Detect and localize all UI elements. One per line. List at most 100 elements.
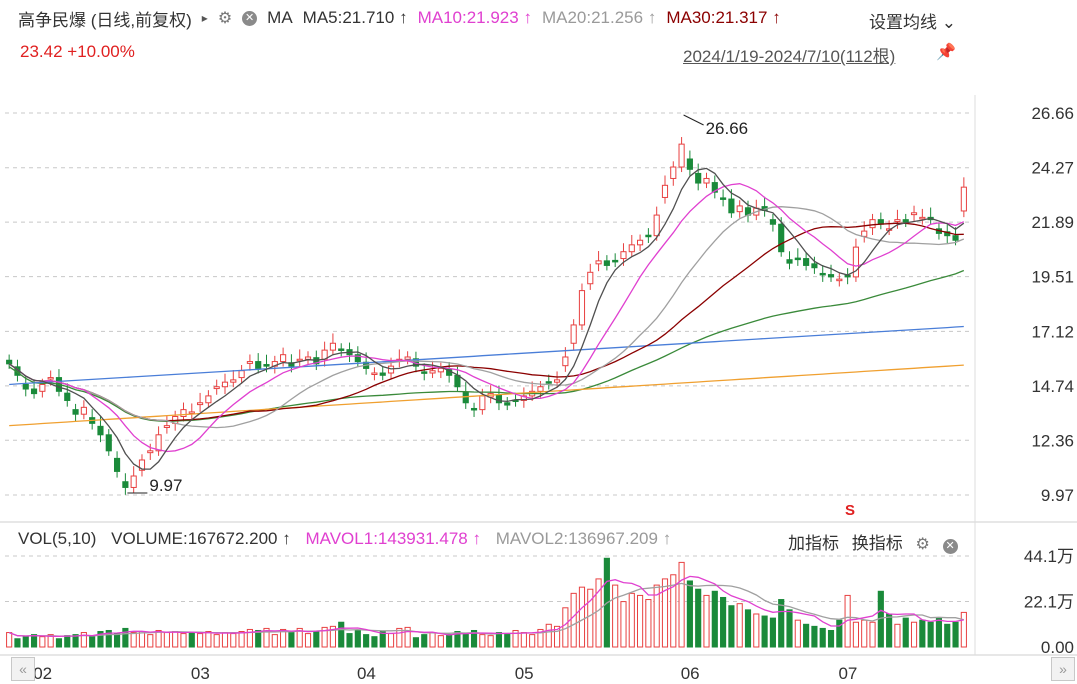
candle-body: [188, 411, 195, 414]
volume-bar: [421, 634, 428, 648]
gear-icon[interactable]: ⚙: [915, 536, 930, 553]
candle-body: [163, 425, 170, 428]
candle-body: [387, 365, 395, 374]
candle-body: [778, 223, 785, 253]
volume-bar: [744, 609, 752, 648]
candle-body: [803, 258, 810, 266]
candle-body: [504, 402, 511, 406]
candle-body: [720, 197, 727, 200]
candle-body: [736, 205, 743, 213]
gear-icon[interactable]: ⚙: [217, 10, 233, 27]
volume-bar: [794, 619, 801, 648]
volume-bar: [479, 634, 486, 648]
pin-icon[interactable]: 📌: [936, 44, 956, 61]
volume-bar: [786, 609, 793, 648]
volume-bar: [670, 574, 677, 648]
ma30-value: MA30:21.317 ↑: [666, 8, 781, 27]
candle-body: [379, 372, 386, 376]
stock-title[interactable]: 高争民爆 (日线,前复权): [18, 10, 192, 30]
candle-body: [138, 459, 146, 471]
volume-bar: [72, 634, 79, 648]
candle-body: [869, 219, 876, 229]
ma5-value: MA5:21.710 ↑: [302, 8, 408, 27]
volume-bar: [711, 590, 718, 648]
volume-bar: [703, 594, 710, 648]
candle-body: [22, 383, 29, 390]
volume-bar: [188, 632, 195, 648]
mavol1-line: [8, 575, 964, 637]
volume-bar: [446, 634, 453, 648]
volume-bar: [628, 592, 635, 648]
candle-body: [495, 394, 503, 404]
volume-value: VOLUME:167672.200 ↑: [111, 529, 291, 548]
candle-body: [47, 377, 54, 380]
candle-body: [703, 177, 710, 184]
candle-body: [570, 324, 577, 344]
candle-body: [562, 356, 569, 367]
volume-bar: [753, 613, 760, 648]
volume-bar: [653, 584, 660, 648]
volume-bar: [80, 632, 87, 648]
volume-bar: [495, 632, 503, 648]
volume-tick-label: 22.1万: [1024, 593, 1074, 612]
mavol1-value: MAVOL1:143931.478 ↑: [305, 529, 481, 548]
volume-bar: [736, 603, 743, 648]
volume-bar: [919, 619, 926, 648]
volume-bar: [180, 633, 187, 648]
scroll-left-button[interactable]: «: [11, 657, 35, 681]
volume-bar: [470, 629, 478, 648]
volume-bar: [55, 638, 63, 648]
price-tick-label: 19.51: [1031, 268, 1074, 287]
close-icon[interactable]: ✕: [942, 539, 958, 554]
candle-body: [786, 259, 793, 264]
add-indicator-button[interactable]: 加指标: [788, 534, 839, 553]
volume-bar: [172, 631, 179, 648]
candle-body: [620, 251, 627, 260]
volume-bar: [429, 632, 436, 648]
candle-body: [39, 383, 46, 392]
volume-bar: [354, 629, 361, 648]
switch-indicator-button[interactable]: 换指标: [851, 534, 903, 553]
volume-bar: [205, 631, 212, 648]
volume-bar: [454, 631, 461, 648]
candle-body: [894, 219, 901, 222]
candle-body: [836, 278, 843, 282]
volume-bar: [288, 632, 295, 648]
volume-bar: [130, 632, 137, 648]
volume-tick-label: 44.1万: [1024, 547, 1074, 566]
candle-body: [122, 481, 129, 488]
candle-body: [263, 364, 270, 367]
volume-bar: [578, 586, 586, 648]
month-label: 07: [838, 664, 857, 683]
volume-bar: [221, 632, 229, 648]
expand-arrow-icon[interactable]: ▸: [201, 11, 208, 25]
volume-tick-label: 0.00: [1041, 638, 1074, 657]
candle-body: [197, 402, 204, 406]
candle-body: [686, 158, 693, 170]
candle-body: [246, 361, 253, 364]
candle-body: [479, 395, 486, 411]
ma10-line: [8, 183, 965, 453]
candle-body: [537, 386, 544, 392]
volume-bar: [138, 631, 146, 648]
volume-bar: [64, 635, 71, 648]
candle-body: [612, 259, 619, 263]
volume-bar: [587, 588, 594, 648]
candle-body: [794, 257, 801, 261]
date-range[interactable]: 2024/1/19-2024/7/10(112根): [683, 47, 896, 66]
candle-body: [255, 361, 262, 369]
ma-settings-button[interactable]: 设置均线 ⌄: [869, 13, 956, 32]
volume-bar: [695, 588, 702, 648]
candle-body: [280, 354, 287, 363]
close-icon[interactable]: ✕: [242, 10, 258, 26]
volume-bar: [263, 627, 270, 648]
volume-bar: [379, 631, 386, 648]
price-tick-label: 24.27: [1031, 159, 1074, 178]
volume-bar: [811, 625, 818, 648]
candle-body: [238, 370, 245, 379]
volume-bar: [836, 619, 843, 648]
volume-bar: [537, 628, 544, 648]
volume-bar: [213, 634, 220, 648]
scroll-right-button[interactable]: »: [1051, 657, 1075, 681]
